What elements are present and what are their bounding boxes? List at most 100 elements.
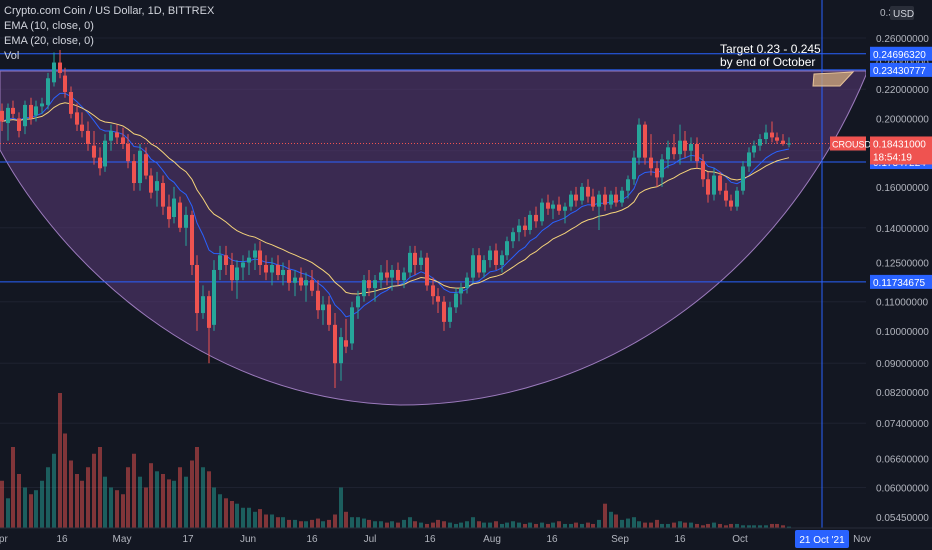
- symbol-title[interactable]: Crypto.com Coin / US Dollar, 1D, BITTREX: [4, 5, 215, 17]
- candle-body: [678, 140, 682, 155]
- volume-bar: [98, 447, 102, 528]
- volume-bar: [132, 453, 136, 528]
- volume-bar: [178, 467, 182, 528]
- candle-body: [333, 324, 337, 364]
- volume-bar: [310, 519, 314, 528]
- time-tick-label: Sep: [611, 534, 629, 545]
- volume-bar: [264, 514, 268, 528]
- volume-bar: [350, 517, 354, 528]
- candle-body: [775, 137, 779, 141]
- volume-bar: [58, 393, 62, 528]
- volume-bar: [327, 519, 331, 528]
- volume-bar: [0, 480, 4, 528]
- candle-body: [103, 140, 107, 167]
- volume-bar: [155, 471, 159, 528]
- volume-bar: [764, 525, 768, 528]
- volume-bar: [609, 511, 613, 528]
- candle-body: [29, 104, 33, 119]
- volume-bar: [373, 521, 377, 528]
- candle-body: [534, 214, 538, 222]
- candle-body: [63, 75, 67, 93]
- candle-body: [115, 132, 119, 138]
- candle-body: [591, 196, 595, 207]
- volume-bar: [632, 517, 636, 528]
- cup-pattern-shape[interactable]: [0, 70, 867, 406]
- candle-body: [138, 150, 142, 184]
- volume-bar: [459, 522, 463, 528]
- volume-bar: [770, 523, 774, 528]
- volume-bar: [718, 523, 722, 528]
- candle-countdown: 18:54:19: [873, 152, 912, 163]
- volume-bar: [172, 480, 176, 528]
- volume-bar: [557, 521, 561, 528]
- volume-bar: [747, 525, 751, 528]
- candle-body: [752, 145, 756, 153]
- candle-body: [603, 194, 607, 205]
- ema10-legend[interactable]: EMA (10, close, 0): [4, 20, 94, 32]
- volume-bar: [425, 523, 429, 528]
- date-cursor-box: [795, 530, 849, 548]
- volume-bar: [86, 467, 90, 528]
- volume-bar: [574, 522, 578, 528]
- candle-body: [155, 181, 159, 191]
- candle-body: [299, 277, 303, 286]
- candle-body: [614, 194, 618, 203]
- price-tick-label: 0.06000000: [876, 484, 929, 495]
- candle-body: [517, 225, 521, 233]
- candle-body: [230, 264, 234, 281]
- volume-legend[interactable]: Vol: [4, 50, 20, 62]
- volume-bar: [603, 503, 607, 528]
- candle-body: [660, 159, 664, 178]
- price-tick-label: 0.26000000: [876, 34, 929, 45]
- candle-body: [431, 285, 435, 297]
- ema20-legend[interactable]: EMA (20, close, 0): [4, 35, 94, 47]
- candle-body: [327, 304, 331, 325]
- volume-bar: [741, 525, 745, 528]
- target-zone-box[interactable]: [812, 71, 855, 87]
- time-tick-label: Apr: [0, 534, 8, 545]
- candle-body: [511, 232, 515, 242]
- volume-bar: [230, 501, 234, 528]
- volume-bar: [109, 487, 113, 528]
- candle-body: [126, 143, 130, 162]
- volume-bar: [775, 523, 779, 528]
- candle-body: [201, 296, 205, 314]
- volume-bar: [167, 479, 171, 528]
- candle-body: [195, 264, 199, 314]
- volume-bar: [534, 523, 538, 528]
- candle-body: [666, 147, 670, 160]
- currency-badge[interactable]: [890, 6, 914, 20]
- time-tick-label: Nov: [853, 534, 871, 545]
- currency-label: USD: [893, 9, 914, 20]
- volume-bar: [316, 518, 320, 528]
- volume-bar: [649, 522, 653, 528]
- volume-bar: [511, 521, 515, 528]
- volume-bar: [339, 487, 343, 528]
- volume-bar: [494, 521, 498, 528]
- volume-bar: [11, 447, 15, 528]
- candle-body: [339, 337, 343, 364]
- candle-body: [758, 139, 762, 146]
- candle-body: [764, 132, 768, 140]
- candle-body: [683, 140, 687, 151]
- candle-body: [293, 277, 297, 283]
- last-price-label: 0.18431000: [873, 139, 926, 150]
- candle-body: [781, 140, 785, 144]
- candle-body: [425, 257, 429, 286]
- candle-body: [408, 252, 412, 273]
- candle-body: [121, 137, 125, 144]
- volume-bar: [69, 460, 73, 528]
- volume-bar: [787, 526, 791, 528]
- time-tick-label: 16: [546, 534, 558, 545]
- target-annotation-line2: by end of October: [720, 55, 815, 69]
- volume-bar: [614, 514, 618, 528]
- level-price-label-box: [870, 46, 932, 61]
- volume-bar: [546, 523, 550, 528]
- volume-bar: [258, 509, 262, 528]
- candle-body: [304, 280, 308, 286]
- candle-body: [310, 280, 314, 291]
- candle-body: [500, 255, 504, 265]
- candle-body: [477, 255, 481, 273]
- volume-bar: [247, 507, 251, 528]
